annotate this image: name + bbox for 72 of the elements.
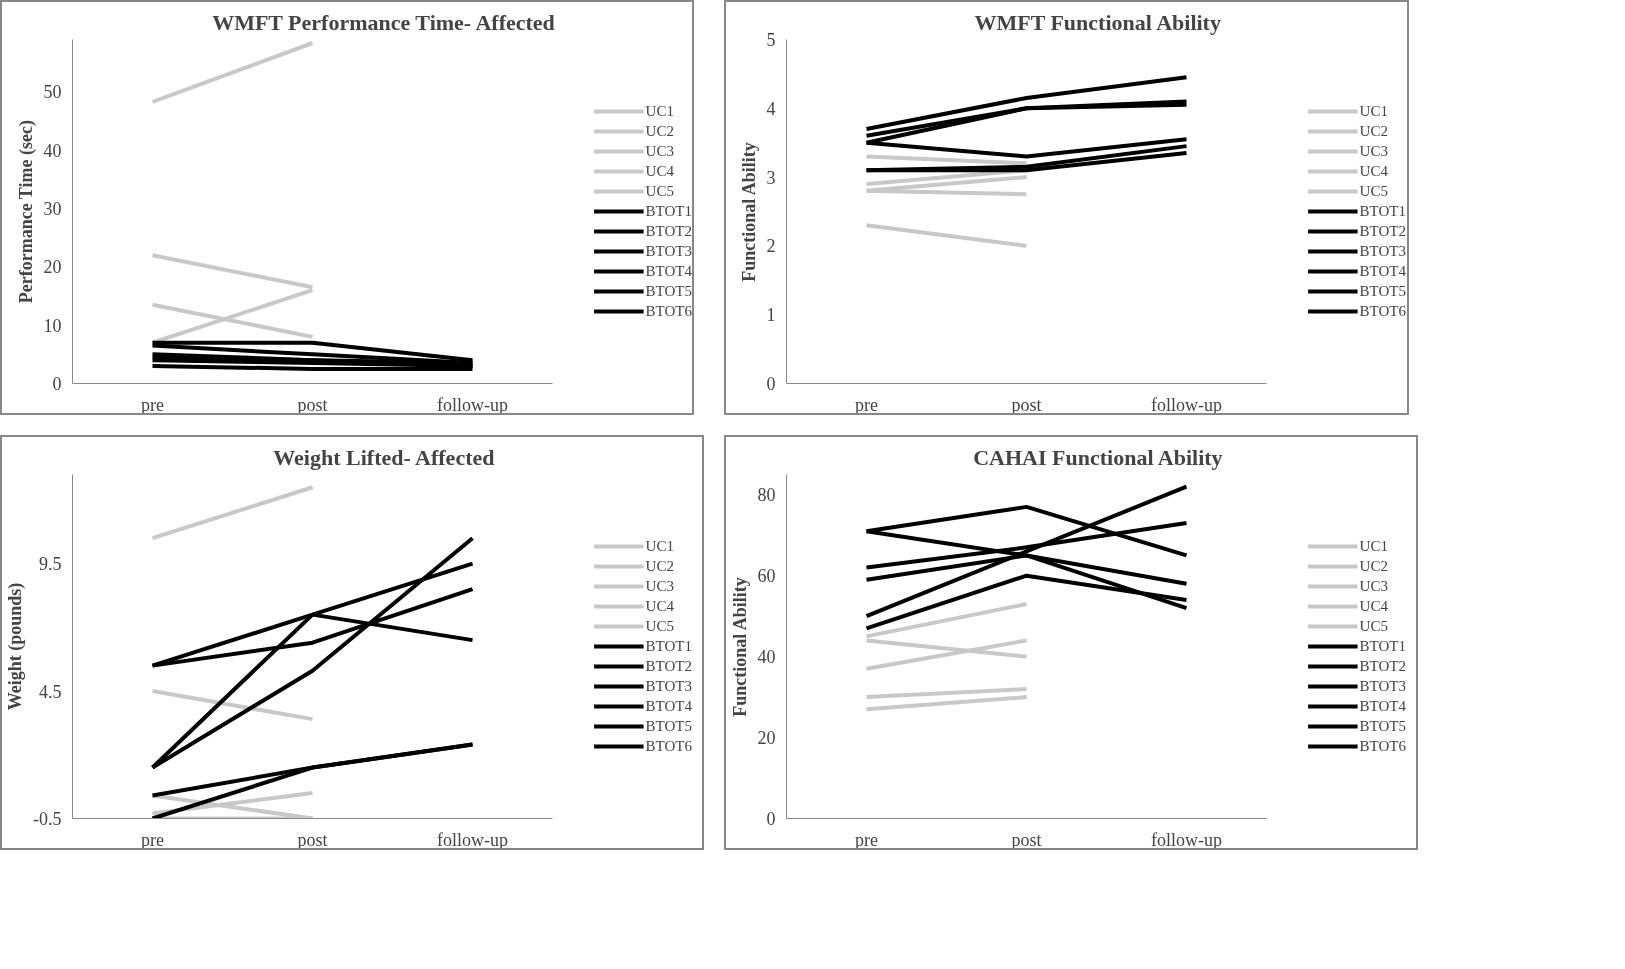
y-tick-label: 1 xyxy=(766,305,776,326)
legend-label: BTOT5 xyxy=(645,282,692,300)
legend-label: UC1 xyxy=(645,537,674,555)
legend-label: UC1 xyxy=(1359,102,1388,120)
y-tick-label: 10 xyxy=(43,315,62,336)
legend-label: UC4 xyxy=(1359,597,1388,615)
legend-label: UC2 xyxy=(1359,122,1388,140)
legend-label: BTOT3 xyxy=(1359,677,1406,695)
legend-label: BTOT2 xyxy=(645,222,692,240)
legend-label: BTOT5 xyxy=(645,717,692,735)
y-tick-label: 5 xyxy=(766,30,776,50)
y-tick-label: 40 xyxy=(757,647,776,668)
legend-label: BTOT3 xyxy=(645,677,692,695)
legend-label: BTOT6 xyxy=(645,302,692,320)
legend-label: BTOT4 xyxy=(645,262,692,280)
legend-label: BTOT4 xyxy=(1359,262,1406,280)
chart-title: WMFT Functional Ability xyxy=(974,9,1221,35)
legend-label: BTOT5 xyxy=(1359,282,1406,300)
y-tick-label: 2 xyxy=(766,236,776,257)
legend-label: UC5 xyxy=(1359,617,1388,635)
legend-label: UC3 xyxy=(1359,577,1388,595)
legend-label: UC5 xyxy=(1359,182,1388,200)
legend-label: UC5 xyxy=(645,182,674,200)
legend-label: BTOT3 xyxy=(645,242,692,260)
legend-label: UC1 xyxy=(645,102,674,120)
legend-label: BTOT5 xyxy=(1359,717,1406,735)
legend-label: UC2 xyxy=(645,557,674,575)
y-axis-title: Functional Ability xyxy=(729,577,750,717)
legend-label: BTOT6 xyxy=(1359,737,1406,755)
legend-label: UC4 xyxy=(645,162,674,180)
y-tick-label: 4 xyxy=(766,98,776,119)
y-tick-label: 3 xyxy=(766,167,776,188)
y-tick-label: 60 xyxy=(757,566,776,587)
chart-title: Weight Lifted- Affected xyxy=(273,444,495,470)
y-tick-label: 40 xyxy=(43,140,62,161)
legend-label: BTOT6 xyxy=(1359,302,1406,320)
y-tick-label: 9.5 xyxy=(39,554,62,575)
legend-label: BTOT1 xyxy=(1359,202,1406,220)
y-axis-title: Weight (pounds) xyxy=(5,582,27,711)
legend-label: BTOT2 xyxy=(1359,657,1406,675)
y-tick-label: -0.5 xyxy=(33,809,62,829)
chart-title: CAHAI Functional Ability xyxy=(973,444,1223,470)
legend-label: UC2 xyxy=(1359,557,1388,575)
y-tick-label: 20 xyxy=(757,728,776,749)
legend-label: BTOT2 xyxy=(645,657,692,675)
legend-label: UC3 xyxy=(1359,142,1388,160)
legend-label: UC4 xyxy=(1359,162,1388,180)
y-tick-label: 50 xyxy=(43,82,62,103)
legend-label: UC3 xyxy=(645,142,674,160)
y-tick-label: 0 xyxy=(52,374,62,394)
legend-label: UC2 xyxy=(645,122,674,140)
y-tick-label: 20 xyxy=(43,257,62,278)
y-axis-title: Performance Time (sec) xyxy=(15,120,37,304)
y-tick-label: 80 xyxy=(757,485,776,506)
chart-title: WMFT Performance Time- Affected xyxy=(212,9,555,35)
legend-label: BTOT2 xyxy=(1359,222,1406,240)
legend-label: BTOT4 xyxy=(1359,697,1406,715)
y-tick-label: 30 xyxy=(43,199,62,220)
legend-label: BTOT3 xyxy=(1359,242,1406,260)
legend-label: UC4 xyxy=(645,597,674,615)
legend-label: UC1 xyxy=(1359,537,1388,555)
y-tick-label: 0 xyxy=(766,374,776,394)
y-tick-label: 0 xyxy=(766,809,776,829)
legend-label: UC5 xyxy=(645,617,674,635)
legend-label: BTOT1 xyxy=(1359,637,1406,655)
legend-label: BTOT4 xyxy=(645,697,692,715)
legend-label: BTOT1 xyxy=(645,202,692,220)
y-tick-label: 4.5 xyxy=(39,681,62,702)
legend-label: BTOT6 xyxy=(645,737,692,755)
y-axis-title: Functional Ability xyxy=(738,142,759,282)
legend-label: BTOT1 xyxy=(645,637,692,655)
legend-label: UC3 xyxy=(645,577,674,595)
